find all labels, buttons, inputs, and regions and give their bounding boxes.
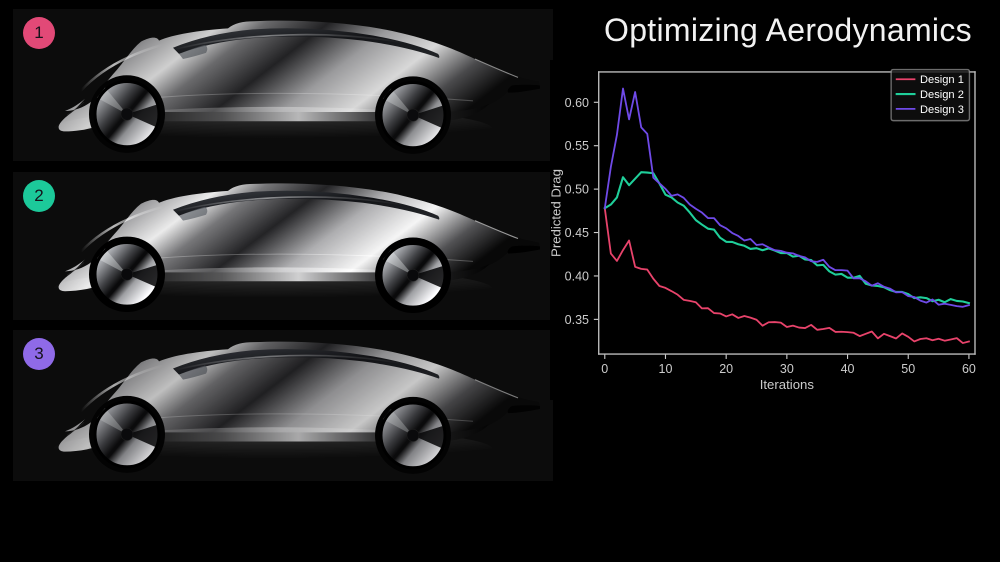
svg-text:0: 0 bbox=[601, 362, 608, 376]
svg-text:0.45: 0.45 bbox=[565, 226, 589, 240]
svg-text:Predicted Drag: Predicted Drag bbox=[550, 169, 564, 257]
svg-text:0.50: 0.50 bbox=[565, 183, 589, 197]
svg-text:0.55: 0.55 bbox=[565, 139, 589, 153]
svg-text:30: 30 bbox=[780, 362, 794, 376]
svg-text:0.60: 0.60 bbox=[565, 96, 589, 110]
svg-text:Design 2: Design 2 bbox=[920, 89, 964, 101]
svg-text:Design 3: Design 3 bbox=[920, 104, 964, 116]
svg-text:40: 40 bbox=[841, 362, 855, 376]
svg-text:0.40: 0.40 bbox=[565, 269, 589, 283]
svg-text:60: 60 bbox=[962, 362, 976, 376]
svg-text:20: 20 bbox=[719, 362, 733, 376]
svg-text:Design 1: Design 1 bbox=[920, 74, 964, 86]
svg-text:50: 50 bbox=[901, 362, 915, 376]
svg-text:10: 10 bbox=[659, 362, 673, 376]
svg-text:0.35: 0.35 bbox=[565, 313, 589, 327]
svg-text:Iterations: Iterations bbox=[760, 377, 815, 392]
